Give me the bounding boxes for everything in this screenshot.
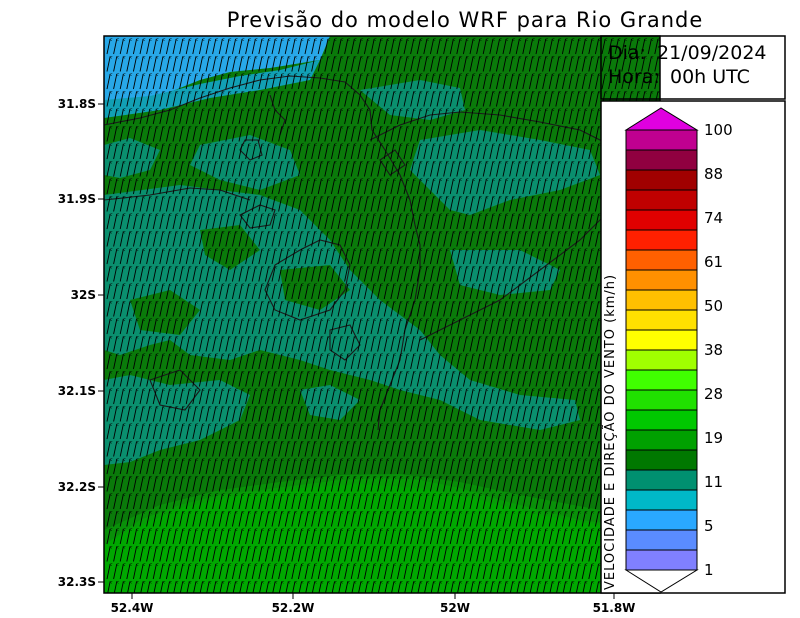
colorbar-bin [626,150,697,170]
lat-tick-label: 31.8S [58,97,96,111]
day-label: Dia: [608,42,646,64]
colorbar-bin [626,170,697,190]
colorbar-bin [626,410,697,430]
colorbar-label: 100 [704,121,733,139]
colorbar-label: 88 [704,165,723,183]
colorbar-bin [626,190,697,210]
wind-speed-map [104,36,665,597]
lon-tick-label: 51.8W [593,601,636,615]
colorbar-bins [626,130,697,570]
colorbar-bin [626,550,697,570]
lon-tick-label: 52W [440,601,470,615]
lat-tick-label: 31.9S [58,192,96,206]
colorbar-label: 11 [704,473,723,491]
lat-tick-label: 32.3S [58,575,96,589]
colorbar-bin [626,430,697,450]
colorbar-label: 28 [704,385,723,403]
colorbar-label: 74 [704,209,723,227]
colorbar-bin [626,270,697,290]
hour-label: Hora: [608,66,660,88]
lat-axis: 31.8S 31.9S 32S 32.1S 32.2S 32.3S [58,97,104,589]
colorbar-bin [626,530,697,550]
colorbar-bin [626,330,697,350]
colorbar-panel: VELOCIDADE E DIREÇÃO DO VENTO (km/h) 1 5 1… [601,101,785,593]
colorbar-bin [626,390,697,410]
lon-tick-label: 52.4W [111,601,154,615]
lon-axis: 52.4W 52.2W 52W 51.8W [111,593,636,615]
colorbar-bin [626,370,697,390]
wind-arrow [661,74,664,89]
colorbar-bin [626,130,697,150]
colorbar-bin [626,310,697,330]
lon-tick-label: 52.2W [272,601,315,615]
colorbar-label: 1 [704,561,714,579]
colorbar-bin [626,230,697,250]
colorbar-label: 19 [704,429,723,447]
colorbar-bin [626,350,697,370]
colorbar-bin [626,470,697,490]
colorbar-label: 61 [704,253,723,271]
colorbar-title: VELOCIDADE E DIREÇÃO DO VENTO (km/h) [602,274,618,590]
colorbar-label: 38 [704,341,723,359]
colorbar-bin [626,290,697,310]
day-value: 21/09/2024 [657,42,767,64]
colorbar-label: 5 [704,517,714,535]
lat-tick-label: 32.1S [58,384,96,398]
colorbar-bin [626,210,697,230]
colorbar-label: 50 [704,297,723,315]
colorbar-bin [626,490,697,510]
lat-tick-label: 32S [71,288,96,302]
colorbar-bin [626,450,697,470]
colorbar-bin [626,510,697,530]
colorbar-bin [626,250,697,270]
hour-value: 00h UTC [670,66,750,88]
lat-tick-label: 32.2S [58,480,96,494]
